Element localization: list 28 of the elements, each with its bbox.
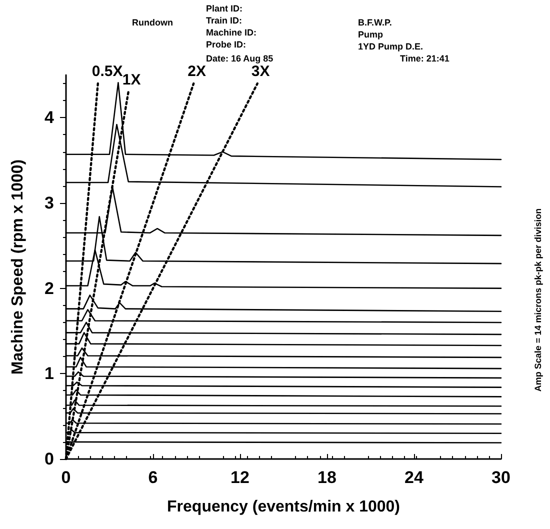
y-tick-label: 4 [44,108,55,128]
y-tick-label: 1 [44,364,54,384]
y-tick-label: 2 [44,278,54,298]
x-tick-label: 30 [492,468,510,487]
x-axis-title: Frequency (events/min x 1000) [167,498,400,516]
text: Machine ID: [206,28,257,38]
text: Date: 16 Aug 85 [206,54,274,64]
series-label: 2X [188,63,206,80]
y-tick-label: 0 [44,450,54,468]
series-label: 1X [122,72,141,89]
text: Amp Scale = 14 microns pk-pk per division [533,208,543,392]
series-label: 0.5X [92,63,123,80]
x-tick-label: 24 [404,468,424,487]
x-tick-label: 12 [230,468,250,487]
text: Pump [358,30,384,40]
series-label: 3X [251,63,270,80]
text: Plant ID: [206,4,243,14]
y-tick-label: 3 [44,194,54,212]
x-tick-label: 0 [61,468,71,487]
x-tick-label: 6 [148,468,158,487]
text: B.F.W.P. [358,18,392,28]
text: Probe ID: [206,40,246,50]
x-tick-label: 18 [318,468,336,487]
y-axis-title: Machine Speed (rpm x 1000) [10,159,26,375]
text: Time: 21:41 [400,54,450,64]
chart-title: Rundown [132,18,173,28]
text: 1YD Pump D.E. [358,42,424,52]
text: Train ID: [206,16,242,26]
